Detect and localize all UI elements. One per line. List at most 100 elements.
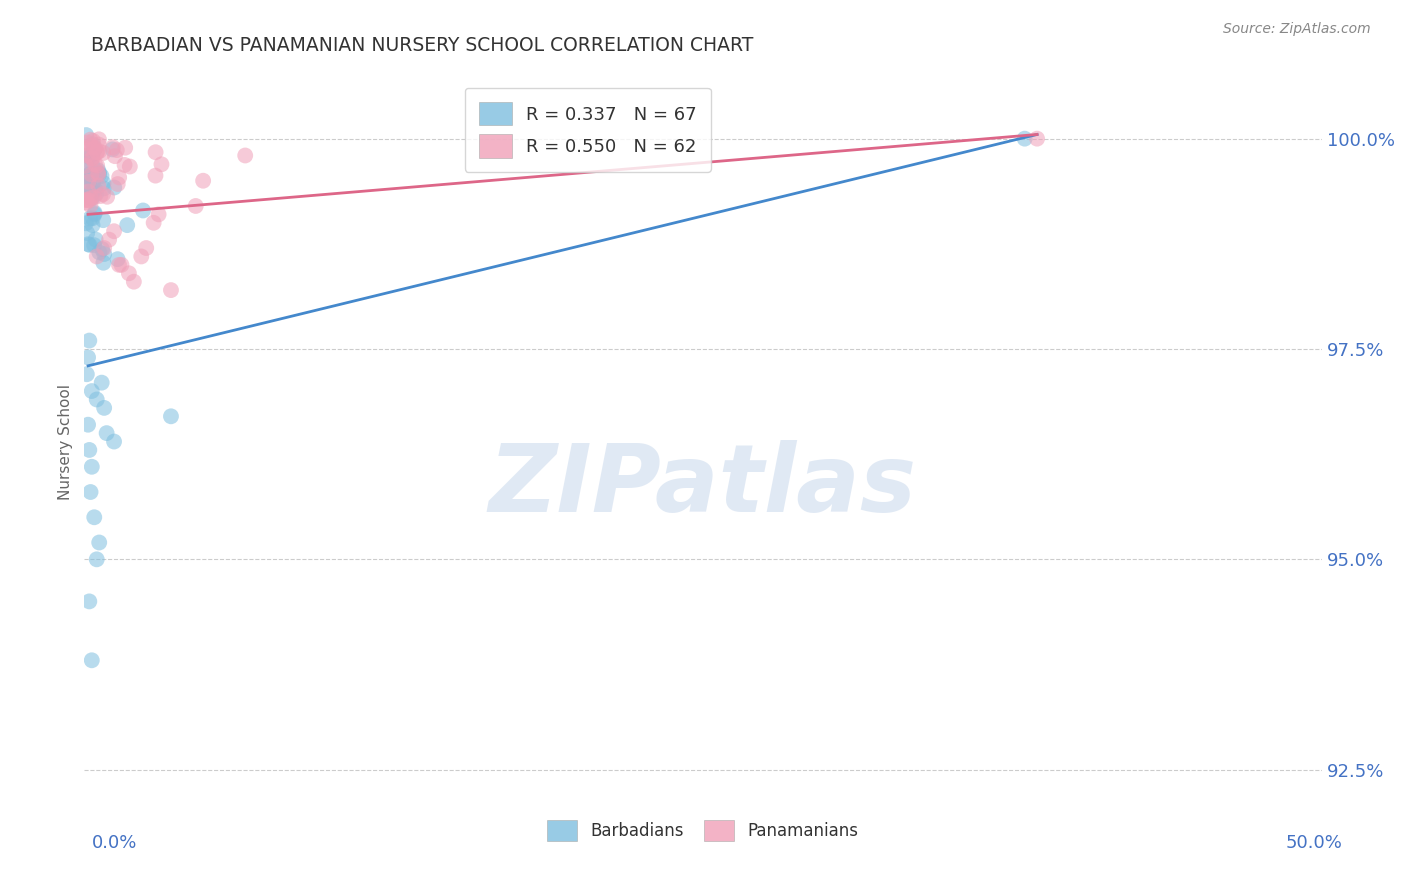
Point	[132, 203, 155, 218]
Point	[77, 351, 100, 365]
Point	[93, 247, 115, 261]
Point	[90, 376, 112, 390]
Point	[83, 207, 105, 221]
Point	[79, 594, 101, 608]
Point	[145, 169, 167, 183]
Point	[91, 213, 114, 227]
Point	[87, 178, 110, 193]
Point	[96, 426, 118, 441]
Point	[89, 145, 111, 159]
Point	[107, 177, 129, 191]
Point	[79, 211, 101, 226]
Point	[104, 149, 127, 163]
Point	[107, 252, 129, 267]
Point	[98, 233, 121, 247]
Text: ZIPatlas: ZIPatlas	[489, 440, 917, 532]
Point	[75, 159, 97, 173]
Point	[91, 242, 114, 256]
Point	[86, 392, 108, 407]
Point	[105, 143, 128, 157]
Point	[86, 145, 108, 160]
Point	[84, 186, 107, 201]
Point	[83, 238, 105, 252]
Point	[87, 163, 110, 178]
Point	[87, 166, 110, 180]
Point	[114, 141, 136, 155]
Point	[79, 150, 101, 164]
Point	[79, 334, 101, 348]
Point	[89, 189, 111, 203]
Point	[87, 168, 110, 182]
Point	[76, 193, 98, 207]
Point	[80, 152, 103, 166]
Point	[80, 139, 103, 153]
Point	[89, 245, 111, 260]
Point	[79, 194, 101, 208]
Point	[233, 148, 256, 162]
Point	[84, 157, 107, 171]
Point	[93, 401, 115, 415]
Point	[150, 157, 173, 171]
Point	[93, 176, 115, 190]
Point	[82, 218, 104, 232]
Point	[79, 133, 101, 147]
Point	[80, 384, 103, 398]
Point	[83, 206, 105, 220]
Point	[80, 191, 103, 205]
Point	[89, 535, 111, 549]
Point	[79, 485, 101, 500]
Point	[77, 168, 100, 182]
Point	[83, 190, 105, 204]
Point	[76, 226, 98, 240]
Point	[93, 181, 115, 195]
Point	[79, 148, 101, 162]
Point	[145, 145, 167, 160]
Point	[191, 174, 214, 188]
Point	[87, 132, 110, 146]
Point	[79, 180, 101, 194]
Point	[75, 193, 97, 207]
Point	[129, 250, 152, 264]
Point	[77, 175, 100, 189]
Point	[82, 134, 104, 148]
Point	[148, 207, 170, 221]
Point	[122, 275, 145, 289]
Y-axis label: Nursery School: Nursery School	[58, 384, 73, 500]
Point	[75, 128, 97, 142]
Point	[75, 141, 97, 155]
Point	[118, 266, 141, 280]
Point	[80, 168, 103, 182]
Point	[75, 195, 97, 210]
Point	[108, 258, 131, 272]
Text: Source: ZipAtlas.com: Source: ZipAtlas.com	[1223, 22, 1371, 37]
Point	[93, 256, 115, 270]
Point	[110, 258, 132, 272]
Point	[86, 250, 108, 264]
Point	[76, 158, 98, 172]
Point	[86, 145, 108, 159]
Point	[77, 179, 100, 194]
Text: 0.0%: 0.0%	[91, 834, 136, 852]
Point	[80, 459, 103, 474]
Point	[77, 417, 100, 432]
Point	[103, 180, 125, 194]
Point	[82, 152, 104, 166]
Point	[160, 409, 183, 424]
Point	[79, 198, 101, 212]
Point	[93, 241, 115, 255]
Point	[86, 552, 108, 566]
Point	[75, 216, 97, 230]
Point	[83, 144, 105, 158]
Point	[76, 368, 98, 382]
Point	[83, 510, 105, 524]
Point	[115, 218, 138, 232]
Point	[83, 141, 105, 155]
Point	[84, 233, 107, 247]
Point	[76, 148, 98, 162]
Point	[84, 183, 107, 197]
Point	[77, 237, 100, 252]
Point	[90, 169, 112, 183]
Legend: Barbadians, Panamanians: Barbadians, Panamanians	[541, 814, 865, 847]
Point	[82, 211, 104, 226]
Point	[80, 186, 103, 200]
